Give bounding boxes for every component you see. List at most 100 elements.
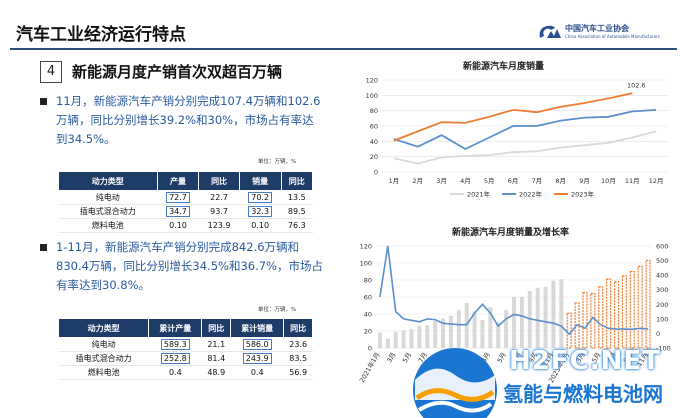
monthly-cell: 0.10 (157, 218, 199, 233)
h2fc-watermark: H2FC.NET 氢能与燃料电池网 (405, 340, 687, 418)
monthly-header-3: 销量 (238, 171, 282, 191)
legend-label: 2022年 (519, 190, 543, 199)
legend-label: 2021年 (467, 190, 491, 199)
monthly-cell: 89.5 (281, 204, 313, 219)
x-tick-label: 2月 (412, 177, 423, 185)
bar (621, 275, 627, 349)
cumulative-cell: 586.0 (230, 337, 284, 352)
y-tick-label-right: 500 (656, 257, 668, 265)
cumulative-header-2: 同比 (201, 318, 232, 338)
table-row: 纯电动 72.7 22.7 70.2 13.5 (58, 190, 313, 205)
watermark-text-en: H2FC.NET (509, 346, 661, 376)
series-line (393, 109, 657, 151)
bar (417, 325, 422, 348)
cumulative-cell: 21.1 (201, 337, 231, 352)
bar (441, 318, 445, 348)
caam-logo: 中国汽车工业协会 China Association of Automobile… (537, 22, 677, 46)
cumulative-cell: 纯电动 (58, 337, 149, 352)
bar (472, 311, 477, 348)
cumulative-cell: 252.8 (148, 351, 202, 366)
unit-label: 单位：万辆，% (258, 307, 297, 313)
bar (425, 325, 430, 348)
bar (598, 286, 604, 349)
x-tick-label: 3月 (385, 351, 397, 364)
cumulative-header-1: 累计产量 (148, 318, 203, 338)
cumulative-table: 动力类型 累计产量 同比 累计销量 同比 纯电动 589.3 21.1 586.0 23.6 插电… (57, 318, 313, 380)
monthly-header-0: 动力类型 (58, 171, 158, 191)
y-tick-label-left: 40 (364, 311, 372, 319)
x-tick-label: 8月 (555, 177, 566, 185)
bar (496, 322, 501, 348)
monthly-sales-line-chart: 0 20 40 60 80 100 120 1月 2月 3月 4月 5月 6月 7月 8月 9月 10月 11月 1… (366, 77, 668, 199)
bullet-square-icon (40, 98, 47, 105)
x-tick-label: 7月 (532, 177, 543, 185)
monthly-cell: 13.5 (281, 190, 313, 205)
y-tick-label: 20 (370, 153, 378, 161)
bullet-text: 11月，新能源汽车产销分别完成107.4万辆和102.6万辆，同比分别增长39.… (56, 94, 321, 146)
chart2-title: 新能源汽车月度销量及增长率 (452, 228, 570, 238)
monthly-cell: 0.10 (239, 218, 282, 233)
table-row: 插电式混合动力 34.7 93.7 32.3 89.5 (58, 204, 313, 219)
monthly-header-4: 同比 (280, 171, 314, 191)
bar (582, 292, 588, 349)
monthly-cell: 34.7 (157, 204, 199, 219)
y-tick-label-left: 80 (364, 277, 372, 285)
x-tick-label: 5月 (484, 177, 495, 185)
bullet-square-icon (40, 244, 47, 251)
y-tick-label: 60 (370, 123, 378, 131)
y-tick-label: 0 (374, 169, 378, 177)
monthly-header-2: 同比 (198, 171, 240, 191)
bar (613, 281, 620, 349)
monthly-cell: 72.7 (157, 190, 199, 205)
table-row: 纯电动 589.3 21.1 586.0 23.6 (58, 337, 313, 352)
watermark-text-cn: 氢能与燃料电池网 (503, 382, 663, 406)
x-tick-label: 1月 (389, 177, 400, 185)
bar (512, 297, 516, 348)
y-tick-label: 120 (366, 77, 378, 85)
bullet-november: 11月，新能源汽车产销分别完成107.4万辆和102.6万辆，同比分别增长39.… (40, 92, 325, 149)
bar (448, 315, 453, 348)
x-tick-label: 12月 (649, 177, 664, 185)
cumulative-cell: 243.9 (230, 351, 284, 366)
y-tick-label-left: 60 (364, 294, 372, 302)
bar (456, 309, 461, 348)
bar (535, 287, 540, 348)
bar (645, 259, 651, 349)
monthly-cell: 燃料电池 (58, 218, 158, 233)
bullet-ytd: 1-11月，新能源汽车产销分别完成842.6万辆和830.4万辆，同比分别增长3… (40, 238, 325, 295)
monthly-table: 动力类型 产量 同比 销量 同比 纯电动 72.7 22.7 70.2 13.5 插电式混合动力 3… (58, 171, 314, 233)
bar (409, 329, 414, 348)
y-tick-label-left: 0 (368, 345, 372, 353)
monthly-cell: 123.9 (198, 218, 240, 233)
caam-logo-icon (539, 25, 561, 38)
cumulative-cell: 56.9 (283, 365, 313, 380)
y-tick-label: 40 (370, 138, 378, 146)
cumulative-cell: 0.4 (230, 365, 284, 380)
monthly-cell: 22.7 (198, 190, 240, 205)
bar (606, 278, 612, 349)
y-tick-label-right: 600 (656, 243, 668, 251)
logo-name-en: China Association of Automobile Manufact… (565, 34, 660, 39)
bar (590, 292, 596, 349)
y-tick-label-left: 120 (360, 243, 372, 251)
bar (566, 312, 572, 349)
cumulative-cell: 23.6 (283, 337, 313, 352)
y-tick-label-left: 20 (364, 328, 372, 336)
y-tick-label-right: 300 (656, 286, 668, 294)
y-tick-label-right: 0 (656, 330, 660, 338)
monthly-cell: 32.3 (239, 204, 282, 219)
x-tick-label: 3月 (436, 177, 447, 185)
x-tick-label: 11月 (625, 177, 640, 185)
series-line (393, 92, 633, 142)
cumulative-cell: 589.3 (148, 337, 202, 352)
y-tick-label-right: 400 (656, 272, 668, 280)
bar (629, 270, 635, 349)
monthly-cell: 纯电动 (58, 190, 158, 205)
bar (551, 280, 556, 348)
x-tick-label: 4月 (460, 177, 471, 185)
growth-rate-line (379, 245, 649, 336)
cumulative-cell: 0.4 (148, 365, 202, 380)
y-tick-label-left: 100 (360, 260, 372, 268)
bar (393, 331, 398, 348)
monthly-cell: 插电式混合动力 (58, 204, 158, 219)
